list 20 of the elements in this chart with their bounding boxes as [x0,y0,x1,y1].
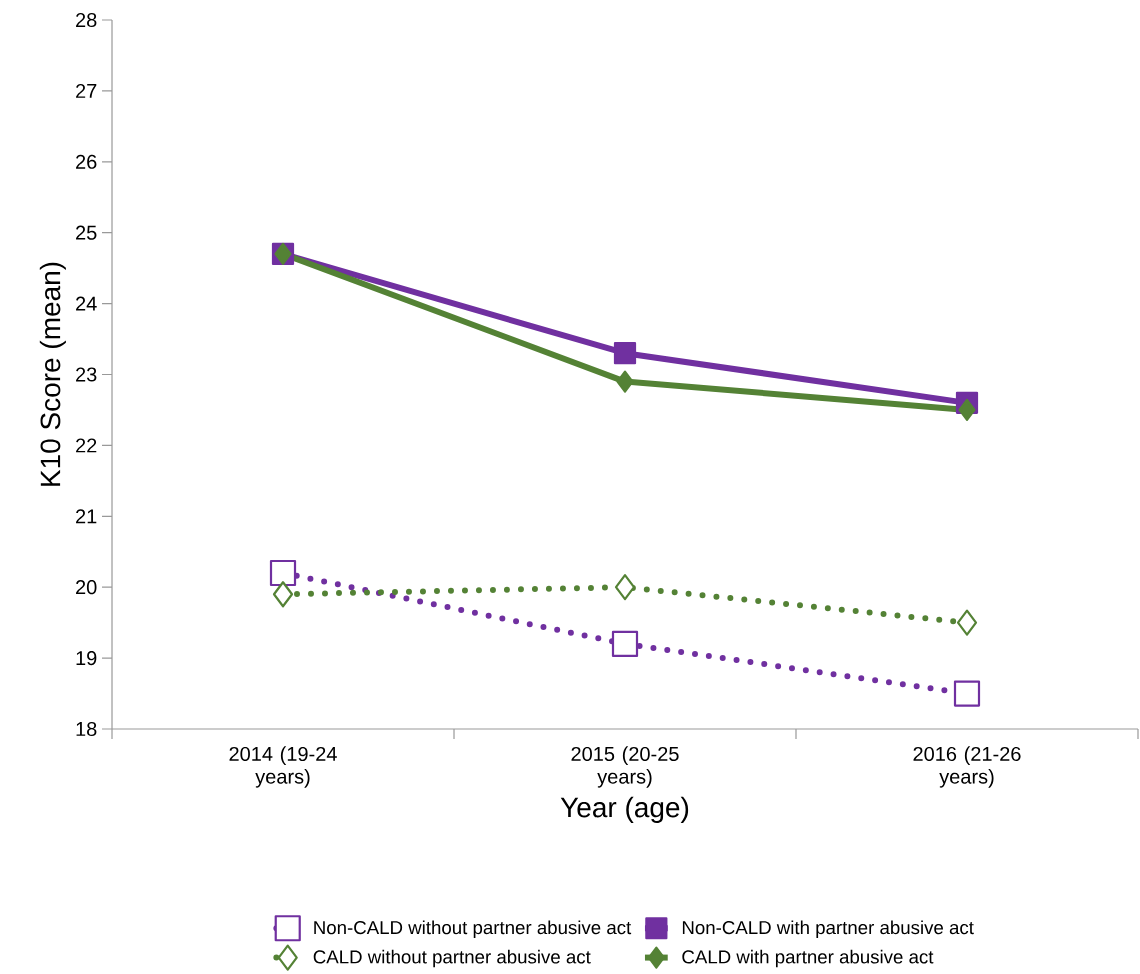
x-axis-title: Year (age) [560,796,689,823]
y-tick-label: 26 [76,154,97,169]
y-tick-label: 19 [76,651,97,666]
y-tick-label: 18 [76,721,97,737]
y-tick-label: 20 [76,580,97,595]
y-tick-label: 25 [76,225,97,240]
y-tick-label: 28 [76,12,97,28]
x-tick-label: 2015 (20-25 years) [571,746,679,788]
x-tick-label: 2016 (21-26 years) [913,746,1021,788]
y-tick-label: 21 [76,509,97,524]
legend-label: Non-CALD with partner abusive act [682,920,974,938]
y-tick-label: 23 [76,367,97,382]
y-tick-label: 27 [76,83,97,98]
x-tick-label: 2014 (19-24 years) [229,746,337,788]
legend-label: CALD without partner abusive act [313,949,591,968]
y-tick-label: 24 [76,296,97,311]
legend-label: Non-CALD without partner abusive act [314,920,632,938]
y-axis-title: K10 Score (mean) [39,262,66,486]
y-tick-label: 22 [76,438,97,453]
legend-label: CALD with partner abusive act [682,949,934,968]
